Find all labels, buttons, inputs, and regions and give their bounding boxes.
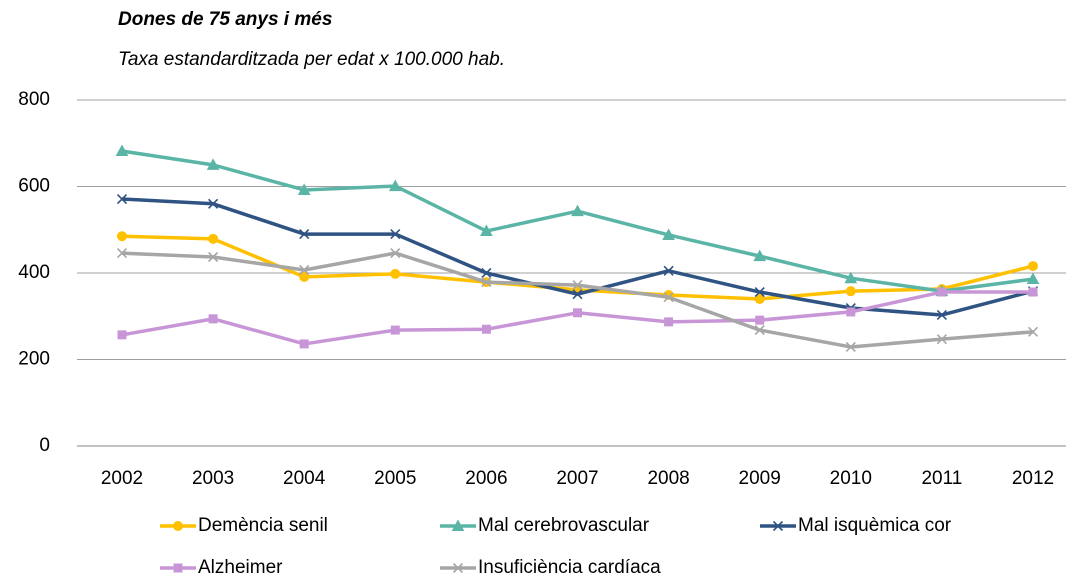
point bbox=[1027, 326, 1039, 337]
point bbox=[664, 317, 674, 327]
point bbox=[754, 325, 765, 336]
x-tick-label: 2005 bbox=[374, 468, 416, 489]
point bbox=[481, 267, 492, 279]
y-tick-label: 200 bbox=[18, 349, 50, 370]
point bbox=[572, 289, 583, 300]
point bbox=[390, 268, 401, 279]
legend-label: Mal cerebrovascular bbox=[478, 515, 650, 536]
point bbox=[936, 309, 947, 321]
point bbox=[754, 293, 765, 304]
point bbox=[208, 314, 218, 324]
x-tick-label: 2010 bbox=[830, 468, 872, 489]
legend-marker bbox=[451, 519, 465, 531]
point bbox=[481, 277, 492, 288]
point bbox=[390, 248, 401, 259]
point bbox=[390, 325, 400, 335]
point bbox=[753, 249, 767, 262]
x-tick-label: 2012 bbox=[1012, 468, 1054, 489]
line bbox=[121, 149, 1034, 293]
x-tick-label: 2007 bbox=[556, 468, 598, 489]
point bbox=[116, 193, 128, 205]
point bbox=[299, 271, 310, 282]
point bbox=[481, 324, 491, 334]
point bbox=[116, 248, 128, 259]
point bbox=[755, 315, 765, 325]
point bbox=[754, 286, 765, 298]
x-tick-label: 2006 bbox=[465, 468, 507, 489]
point bbox=[663, 292, 674, 303]
chart-title: Dones de 75 anys i més bbox=[118, 9, 332, 30]
point bbox=[845, 341, 856, 353]
point bbox=[573, 308, 582, 318]
point bbox=[208, 198, 219, 209]
y-tick-label: 800 bbox=[18, 89, 50, 110]
x-tick-label: 2011 bbox=[921, 468, 962, 489]
point bbox=[572, 280, 583, 291]
x-tick-label: 2004 bbox=[283, 468, 326, 489]
legend-marker bbox=[173, 563, 183, 573]
point bbox=[936, 334, 947, 345]
point bbox=[115, 144, 129, 157]
legend-label: Demència senil bbox=[198, 515, 328, 536]
legend-marker bbox=[772, 520, 784, 532]
x-tick-label: 2008 bbox=[647, 468, 689, 489]
chart-subtitle: Taxa estandarditzada per edat x 100.000 … bbox=[118, 49, 505, 70]
point bbox=[388, 179, 402, 192]
y-tick-label: 0 bbox=[39, 435, 50, 456]
x-tick-label: 2003 bbox=[192, 468, 234, 489]
point bbox=[299, 229, 310, 240]
point bbox=[206, 158, 220, 170]
legend-marker bbox=[452, 562, 464, 574]
point bbox=[297, 183, 311, 195]
point bbox=[571, 204, 584, 217]
point bbox=[1028, 287, 1038, 297]
legend-label: Insuficiència cardíaca bbox=[478, 557, 661, 578]
series bbox=[117, 287, 1038, 349]
point bbox=[390, 229, 401, 240]
point bbox=[1028, 261, 1038, 272]
point bbox=[846, 307, 856, 317]
point bbox=[299, 264, 310, 276]
point bbox=[208, 251, 219, 263]
point bbox=[299, 339, 309, 349]
point bbox=[844, 271, 858, 284]
point bbox=[117, 231, 127, 242]
x-tick-label: 2002 bbox=[101, 468, 143, 489]
y-tick-label: 600 bbox=[18, 176, 50, 197]
point bbox=[662, 228, 675, 240]
legend-label: Mal isquèmica cor bbox=[798, 515, 952, 536]
line bbox=[121, 290, 1033, 346]
point bbox=[663, 265, 674, 276]
point bbox=[117, 330, 127, 340]
point bbox=[937, 287, 947, 297]
point bbox=[845, 286, 856, 297]
point bbox=[208, 233, 219, 244]
point bbox=[1026, 272, 1040, 285]
legend-label: Alzheimer bbox=[198, 557, 283, 578]
legend-marker bbox=[173, 521, 183, 531]
x-tick-label: 2009 bbox=[739, 468, 781, 489]
y-tick-label: 400 bbox=[18, 262, 50, 283]
series bbox=[116, 248, 1039, 353]
point bbox=[480, 224, 493, 237]
